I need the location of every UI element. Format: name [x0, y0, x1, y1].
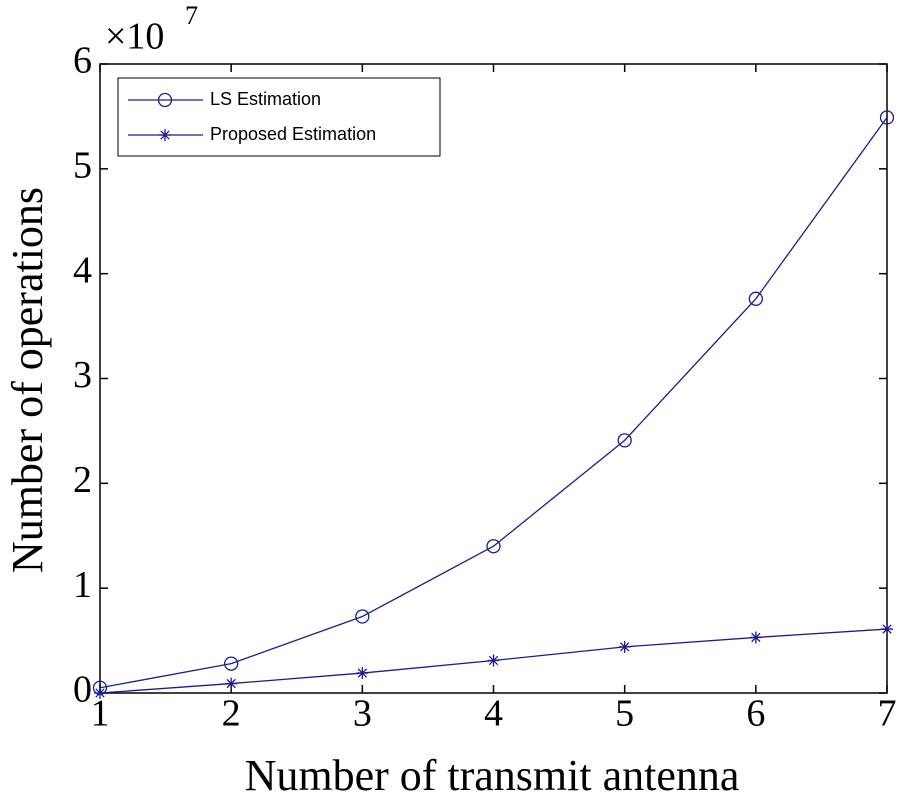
data-point: [355, 609, 370, 624]
x-tick-label: 7: [878, 693, 897, 735]
legend-label: Proposed Estimation: [210, 124, 376, 144]
x-tick-label: 5: [615, 693, 634, 735]
legend-box: [117, 77, 441, 157]
plot-frame: [99, 63, 888, 694]
x-tick-label: 1: [91, 693, 110, 735]
legend-marker: [159, 129, 171, 141]
series-line: [99, 117, 888, 689]
data-point: [356, 667, 369, 680]
y-tick-label: 2: [73, 459, 92, 501]
y-tick-label: 6: [73, 40, 92, 82]
y-tick-label: 0: [73, 669, 92, 711]
data-point: [879, 110, 895, 125]
data-point: [617, 433, 632, 448]
data-point: [749, 631, 762, 644]
y-axis-label: Number of operations: [3, 187, 52, 573]
data-point: [487, 654, 500, 667]
legend-marker: [157, 92, 173, 108]
data-point: [618, 640, 631, 653]
y-tick-label: 3: [73, 354, 92, 396]
y-multiplier: ×10: [105, 16, 164, 58]
data-point: [486, 539, 501, 554]
y-tick-label: 5: [73, 145, 92, 187]
legend-label: LS Estimation: [210, 89, 321, 109]
y-tick-label: 1: [73, 564, 92, 606]
x-tick-label: 4: [484, 693, 503, 735]
data-point: [881, 623, 893, 636]
x-tick-label: 2: [222, 693, 241, 735]
x-tick-label: 3: [353, 693, 372, 735]
data-point: [224, 656, 239, 671]
y-tick-label: 4: [73, 249, 92, 291]
x-tick-label: 6: [746, 693, 765, 735]
data-point: [225, 677, 238, 690]
x-axis-label: Number of transmit antenna: [245, 751, 740, 800]
data-point: [94, 687, 106, 699]
y-multiplier-exponent: 7: [185, 1, 198, 30]
data-point: [748, 291, 763, 306]
